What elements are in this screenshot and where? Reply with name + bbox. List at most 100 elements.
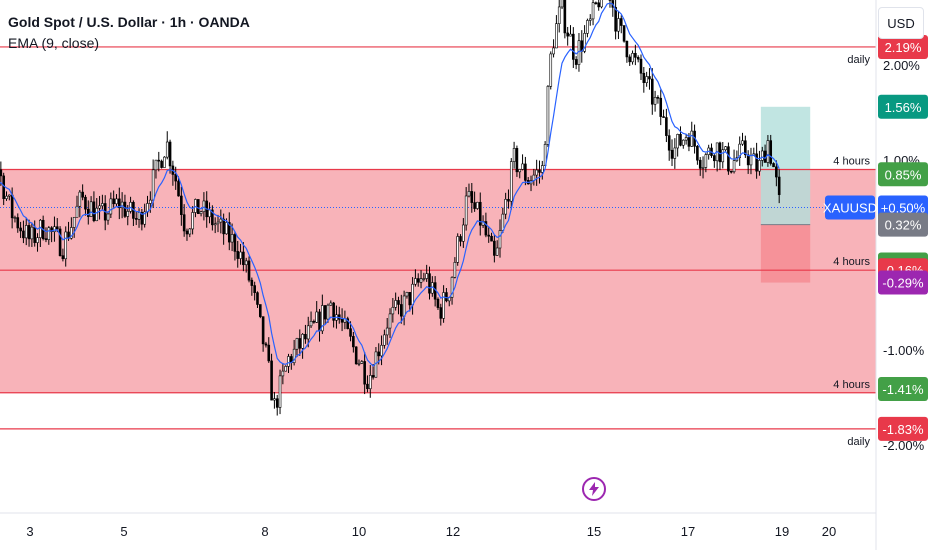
candle-body xyxy=(769,140,773,164)
candle-body xyxy=(718,142,722,163)
candle-body xyxy=(33,226,37,243)
price-label-bg-4 xyxy=(878,212,928,237)
level-label-2: 4 hours xyxy=(833,256,870,268)
candle-body xyxy=(713,155,716,162)
candle-body xyxy=(546,86,550,145)
candle-body xyxy=(696,146,699,161)
candle-body xyxy=(634,52,637,58)
candle-body xyxy=(667,135,671,151)
candle-body xyxy=(264,343,268,346)
price-label-1: 1.56% xyxy=(885,100,922,115)
candle-body xyxy=(614,7,617,32)
candle-body xyxy=(109,198,113,215)
candle-body xyxy=(199,211,203,215)
candle-body xyxy=(729,170,733,173)
candle-body xyxy=(501,213,505,231)
candle-body xyxy=(639,58,643,74)
candle-body xyxy=(453,262,457,278)
candle-body xyxy=(256,292,259,305)
candle-body xyxy=(399,304,403,317)
candle-body xyxy=(391,306,395,315)
x-tick-label-4: 12 xyxy=(446,524,460,539)
candle-body xyxy=(64,231,68,260)
candle-body xyxy=(535,169,538,176)
candle-body xyxy=(704,154,708,168)
candle-body xyxy=(760,150,764,161)
candle-body xyxy=(549,53,553,87)
candle-body xyxy=(383,334,386,346)
candle-body xyxy=(346,318,350,329)
candle-body xyxy=(732,160,736,173)
candle-body xyxy=(81,191,84,198)
candle-body xyxy=(140,212,144,225)
x-tick-label-0: 3 xyxy=(26,524,33,539)
candle-body xyxy=(250,279,254,286)
candle-body xyxy=(758,160,761,172)
candle-body xyxy=(385,327,389,336)
price-label-7: -0.29% xyxy=(882,276,924,291)
x-tick-label-3: 10 xyxy=(352,524,366,539)
candle-body xyxy=(53,226,56,232)
candle-body xyxy=(315,311,319,323)
indicator-label[interactable]: EMA (9, close) xyxy=(8,35,100,51)
candle-body xyxy=(656,97,660,99)
candle-body xyxy=(72,216,76,228)
candle-body xyxy=(566,32,569,37)
candle-body xyxy=(177,180,180,197)
candle-body xyxy=(408,292,412,306)
candle-body xyxy=(236,251,240,259)
candle-body xyxy=(684,137,688,141)
candle-body xyxy=(619,18,623,26)
candle-body xyxy=(574,59,578,65)
candle-body xyxy=(402,295,406,317)
candle-body xyxy=(24,225,28,239)
symbol-tag: XAUUSD xyxy=(823,201,877,216)
candle-body xyxy=(648,76,651,80)
candle-body xyxy=(354,346,358,365)
ema-line xyxy=(0,2,780,367)
currency-button[interactable]: USD xyxy=(878,7,924,39)
candle-body xyxy=(459,236,462,242)
candle-body xyxy=(101,203,104,207)
candle-body xyxy=(233,234,237,252)
lightning-alert-icon[interactable] xyxy=(582,477,606,501)
candle-body xyxy=(552,47,555,55)
symbol-tag-bg xyxy=(825,195,875,220)
candle-body xyxy=(227,222,231,243)
candle-body xyxy=(521,163,524,170)
candle-body xyxy=(597,2,601,8)
candle-body xyxy=(411,283,414,306)
candle-body xyxy=(681,139,685,146)
candle-body xyxy=(287,356,290,367)
candle-body xyxy=(744,140,747,156)
candle-body xyxy=(419,278,423,283)
y-tick-label-2: 2.00% xyxy=(883,58,920,73)
candle-body xyxy=(61,255,65,260)
candle-body xyxy=(306,325,310,340)
candle-body xyxy=(239,251,242,259)
candle-body xyxy=(36,237,39,243)
candle-body xyxy=(273,398,276,401)
candle-body xyxy=(360,361,364,364)
candle-body xyxy=(377,351,381,357)
candle-body xyxy=(165,141,169,158)
candle-body xyxy=(617,18,620,32)
candle-body xyxy=(414,278,417,285)
candle-body xyxy=(363,361,366,385)
candle-body xyxy=(512,148,516,162)
candle-body xyxy=(84,196,87,210)
y-tick-label-4: -1.00% xyxy=(883,343,925,358)
price-label-bg-1 xyxy=(878,94,928,119)
candle-body xyxy=(27,225,31,240)
candle-body xyxy=(75,205,79,218)
candle-body xyxy=(721,149,725,163)
candle-body xyxy=(464,195,468,226)
candle-body xyxy=(22,230,25,239)
level-label-3: 4 hours xyxy=(833,379,870,391)
candle-body xyxy=(86,208,90,217)
candle-body xyxy=(442,292,445,319)
x-tick-label-7: 19 xyxy=(775,524,789,539)
candle-body xyxy=(498,230,502,249)
candle-body xyxy=(211,209,214,226)
